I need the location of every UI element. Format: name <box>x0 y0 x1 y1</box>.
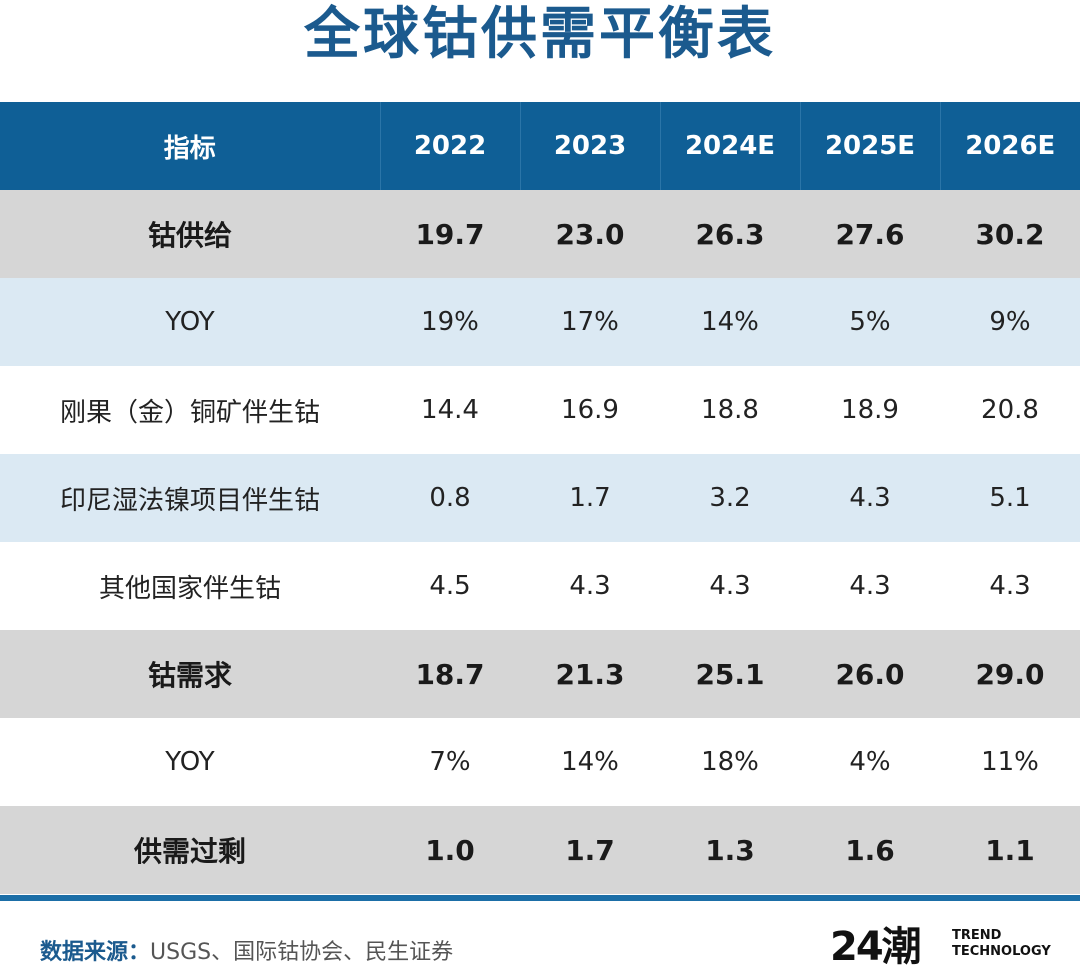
table-cell: 4% <box>800 718 940 806</box>
logo-line-2: TECHNOLOGY <box>952 944 1051 959</box>
table-cell: 27.6 <box>800 190 940 278</box>
row-label: 刚果（金）铜矿伴生钴 <box>0 366 380 454</box>
table-cell: 18% <box>660 718 800 806</box>
table-row: 其他国家伴生钴 4.5 4.3 4.3 4.3 4.3 <box>0 542 1080 630</box>
table-cell: 11% <box>940 718 1080 806</box>
table-cell: 14.4 <box>380 366 520 454</box>
table-cell: 18.8 <box>660 366 800 454</box>
table-cell: 14% <box>520 718 660 806</box>
table-cell: 4.3 <box>520 542 660 630</box>
table-cell: 4.3 <box>940 542 1080 630</box>
table-row: YOY 19% 17% 14% 5% 9% <box>0 278 1080 366</box>
table-cell: 17% <box>520 278 660 366</box>
table-cell: 7% <box>380 718 520 806</box>
table-cell: 23.0 <box>520 190 660 278</box>
logo-wordmark: TREND TECHNOLOGY <box>952 928 1051 960</box>
row-label: 供需过剩 <box>0 806 380 894</box>
table-cell: 1.7 <box>520 806 660 894</box>
table-row: 钴需求 18.7 21.3 25.1 26.0 29.0 <box>0 630 1080 718</box>
table-row: YOY 7% 14% 18% 4% 11% <box>0 718 1080 806</box>
source-label: 数据来源： <box>40 940 151 965</box>
table-cell: 26.3 <box>660 190 800 278</box>
table-cell: 18.9 <box>800 366 940 454</box>
header-year-2024e: 2024E <box>659 102 800 190</box>
table-header-row: 指标 2022 2023 2024E 2025E 2026E <box>0 102 1080 190</box>
supply-demand-table: 指标 2022 2023 2024E 2025E 2026E 钴供给 19.7 23… <box>0 102 1080 894</box>
table-cell: 21.3 <box>520 630 660 718</box>
header-year-2026e: 2026E <box>939 102 1080 190</box>
table-cell: 16.9 <box>520 366 660 454</box>
header-year-2022: 2022 <box>379 102 520 190</box>
table-row: 供需过剩 1.0 1.7 1.3 1.6 1.1 <box>0 806 1080 894</box>
page-title: 全球钴供需平衡表 <box>304 2 776 67</box>
table-cell: 29.0 <box>940 630 1080 718</box>
table-cell: 4.3 <box>800 454 940 542</box>
row-label: 印尼湿法镍项目伴生钴 <box>0 454 380 542</box>
table-cell: 5.1 <box>940 454 1080 542</box>
source-text: USGS、国际钴协会、民生证券 <box>150 940 454 965</box>
header-year-2025e: 2025E <box>799 102 940 190</box>
table-bottom-rule <box>0 895 1080 901</box>
table-cell: 18.7 <box>380 630 520 718</box>
table-cell: 1.3 <box>660 806 800 894</box>
table-cell: 19.7 <box>380 190 520 278</box>
table-cell: 4.3 <box>800 542 940 630</box>
table-cell: 14% <box>660 278 800 366</box>
row-label: 钴需求 <box>0 630 380 718</box>
table-cell: 1.1 <box>940 806 1080 894</box>
table-cell: 19% <box>380 278 520 366</box>
table-cell: 0.8 <box>380 454 520 542</box>
table-cell: 5% <box>800 278 940 366</box>
row-label: YOY <box>0 278 380 366</box>
table-body: 钴供给 19.7 23.0 26.3 27.6 30.2 YOY 19% 17% 14% 5% 9% 刚… <box>0 190 1080 894</box>
header-year-2023: 2023 <box>519 102 660 190</box>
table-row: 印尼湿法镍项目伴生钴 0.8 1.7 3.2 4.3 5.1 <box>0 454 1080 542</box>
table-cell: 1.6 <box>800 806 940 894</box>
table-cell: 30.2 <box>940 190 1080 278</box>
row-label: YOY <box>0 718 380 806</box>
header-indicator: 指标 <box>0 102 380 190</box>
logo-mark: 24潮 <box>830 924 922 970</box>
logo-line-1: TREND <box>952 928 1002 943</box>
row-label: 钴供给 <box>0 190 380 278</box>
table-row: 刚果（金）铜矿伴生钴 14.4 16.9 18.8 18.9 20.8 <box>0 366 1080 454</box>
table-cell: 1.0 <box>380 806 520 894</box>
table-cell: 4.3 <box>660 542 800 630</box>
table-cell: 25.1 <box>660 630 800 718</box>
row-label: 其他国家伴生钴 <box>0 542 380 630</box>
table-cell: 26.0 <box>800 630 940 718</box>
table-row: 钴供给 19.7 23.0 26.3 27.6 30.2 <box>0 190 1080 278</box>
table-cell: 1.7 <box>520 454 660 542</box>
data-source: 数据来源：USGS、国际钴协会、民生证券 <box>40 934 453 966</box>
table-cell: 3.2 <box>660 454 800 542</box>
table-cell: 4.5 <box>380 542 520 630</box>
brand-logo: 24潮 TREND TECHNOLOGY <box>830 922 1070 972</box>
table-cell: 20.8 <box>940 366 1080 454</box>
table-cell: 9% <box>940 278 1080 366</box>
